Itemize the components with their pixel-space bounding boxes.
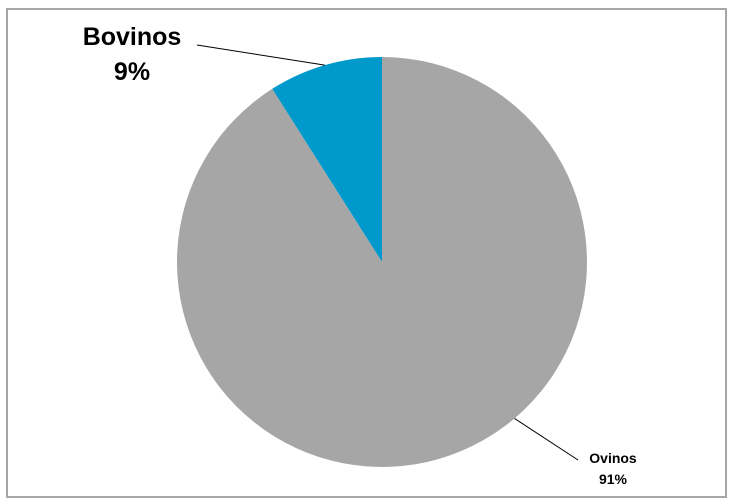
pie-slice-bovinos <box>272 57 382 262</box>
slice-label-ovinos: Ovinos <box>589 450 637 466</box>
pie-slices <box>176 57 587 467</box>
slice-percent-ovinos: 91% <box>599 471 628 487</box>
pie-chart: Bovinos 9% Ovinos 91% <box>83 23 637 487</box>
pie-slice-ovinos <box>176 57 587 467</box>
leader-line-bovinos <box>196 44 325 66</box>
leader-lines <box>196 44 579 461</box>
leader-line-ovinos <box>514 418 579 461</box>
slice-percent-bovinos: 9% <box>114 58 150 86</box>
slice-label-bovinos: Bovinos <box>83 23 182 51</box>
